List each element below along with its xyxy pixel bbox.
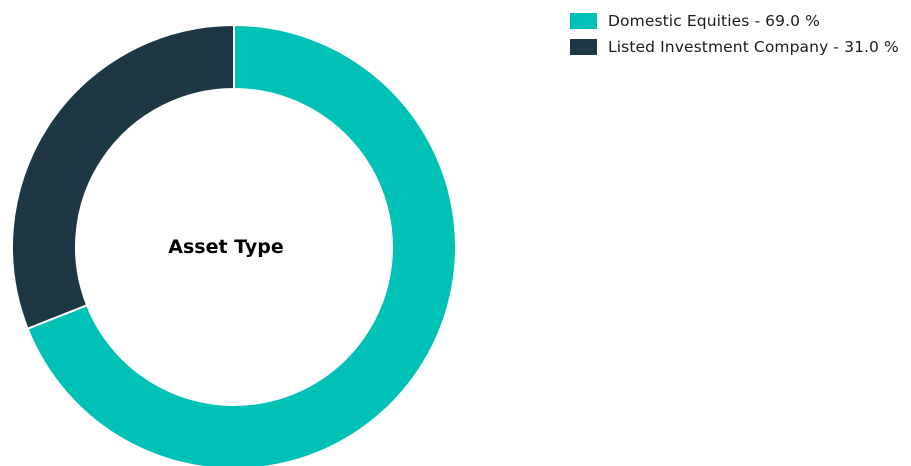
legend-label: Domestic Equities - 69.0 %	[608, 12, 820, 30]
slice-domestic-equities[interactable]	[26, 23, 457, 466]
legend-item-listed-investment-company[interactable]: Listed Investment Company - 31.0 %	[570, 34, 899, 60]
chart-legend: Domestic Equities - 69.0 % Listed Invest…	[570, 8, 899, 60]
chart-slices	[11, 23, 457, 466]
chart-title: Asset Type	[168, 236, 283, 258]
legend-item-domestic-equities[interactable]: Domestic Equities - 69.0 %	[570, 8, 899, 34]
legend-label: Listed Investment Company - 31.0 %	[608, 38, 899, 56]
slice-listed-investment-company[interactable]	[11, 23, 235, 331]
legend-swatch	[570, 13, 597, 29]
legend-swatch	[570, 39, 597, 55]
